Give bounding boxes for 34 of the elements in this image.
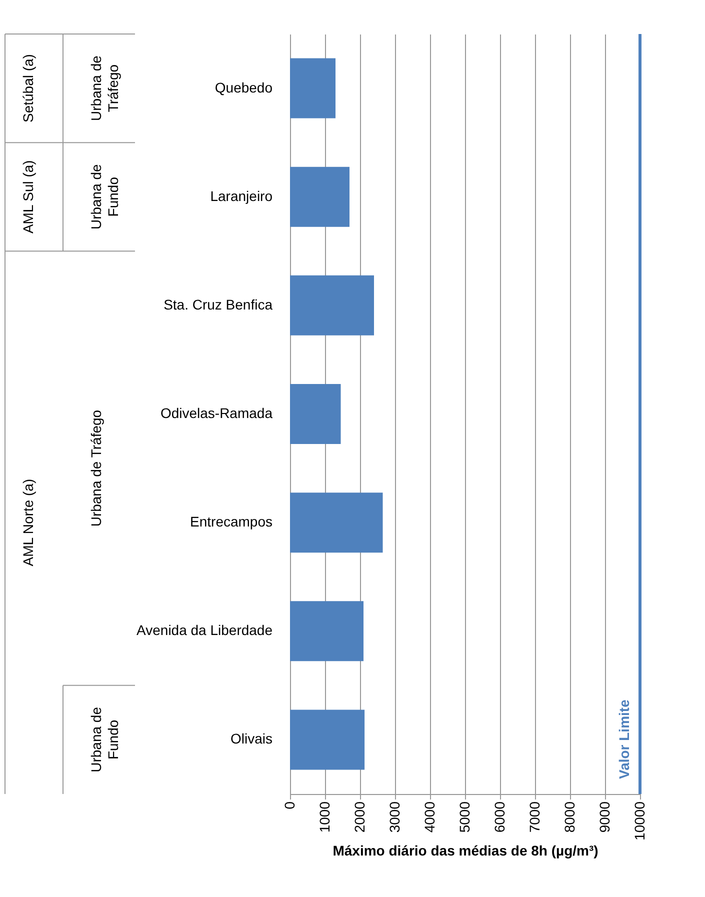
bar <box>290 492 383 553</box>
bar <box>290 275 374 336</box>
x-tick-label: 0 <box>282 801 298 810</box>
x-tick-label: 9000 <box>596 801 612 833</box>
x-tick-label: 1000 <box>316 801 332 833</box>
y-tick-label: Laranjeiro <box>210 188 273 204</box>
x-tick-label: 3000 <box>386 801 402 833</box>
y-tick-label: Avenida da Liberdade <box>136 622 273 638</box>
text: AML Norte (a) <box>20 478 36 566</box>
y-tick-label: Sta. Cruz Benfica <box>164 296 273 312</box>
bar <box>290 58 336 118</box>
text: AML Sul (a) <box>20 160 36 234</box>
bar <box>290 710 365 770</box>
y-tick-label: Entrecampos <box>190 514 272 530</box>
text: Setúbal (a) <box>20 54 36 123</box>
x-tick-label: 2000 <box>352 801 368 833</box>
x-tick-label: 5000 <box>456 801 472 833</box>
y-tick-label: Odivelas-Ramada <box>160 405 273 421</box>
bar <box>290 601 364 662</box>
text: Urbana de Fundo <box>88 706 121 772</box>
x-tick-label: 8000 <box>562 801 578 833</box>
x-tick-label: 4000 <box>422 801 438 833</box>
bar <box>290 166 350 227</box>
text: Urbana de Tráfego <box>88 55 121 121</box>
x-tick-label: 6000 <box>492 801 508 833</box>
text: Urbana de Tráfego <box>88 410 104 527</box>
y-tick-label: Olivais <box>230 730 272 747</box>
x-tick-label: 10000 <box>632 801 648 840</box>
ref-line-label: Valor Limite <box>616 699 632 779</box>
text: Urbana de Fundo <box>88 164 121 230</box>
bar <box>290 384 341 444</box>
x-axis-title: Máximo diário das médias de 8h (µg/m³) <box>332 842 598 858</box>
y-tick-label: Quebedo <box>214 79 273 96</box>
x-tick-label: 7000 <box>526 801 542 833</box>
